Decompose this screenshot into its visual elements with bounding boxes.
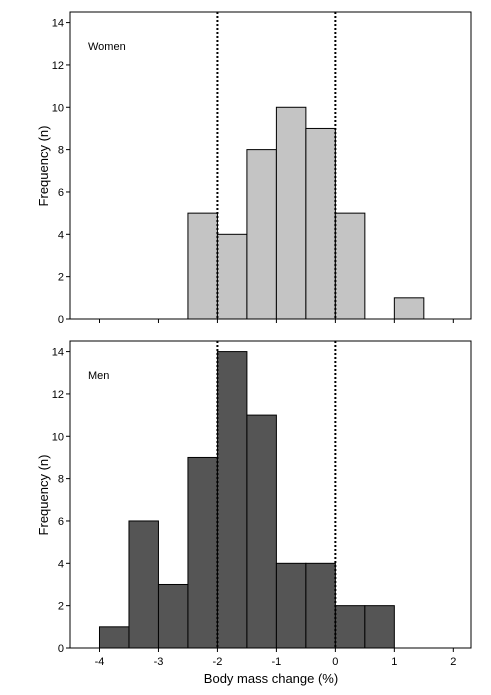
women-bar-0 bbox=[187, 212, 218, 320]
x-tick-label--2: -2 bbox=[213, 656, 223, 668]
x-tick-label--4: -4 bbox=[95, 656, 105, 668]
men-reference-lines bbox=[216, 341, 337, 648]
x-tick-label--3: -3 bbox=[154, 656, 164, 668]
women-panel-label: Women bbox=[88, 41, 126, 53]
women-bar-2 bbox=[246, 149, 277, 320]
men-y-tick-label-6: 6 bbox=[58, 516, 64, 528]
men-bars bbox=[98, 351, 395, 649]
x-tick-label-1: 1 bbox=[391, 656, 397, 668]
men-y-axis-label: Frequency (n) bbox=[36, 455, 51, 536]
women-y-tick-label-14: 14 bbox=[52, 18, 64, 30]
women-bar-4 bbox=[305, 127, 336, 320]
women-y-tick-label-8: 8 bbox=[58, 145, 64, 157]
men-bar-7 bbox=[305, 562, 336, 649]
women-bars bbox=[187, 106, 425, 320]
men-bar-0 bbox=[98, 626, 130, 649]
men-y-tick-label-12: 12 bbox=[52, 389, 64, 401]
women-y-tick-label-0: 0 bbox=[58, 314, 64, 326]
men-y-tick-label-4: 4 bbox=[58, 558, 64, 570]
men-y-axis-ticks: 0 2 4 6 8 10 12 14 bbox=[52, 347, 70, 655]
men-bar-2 bbox=[157, 583, 189, 649]
men-y-tick-label-10: 10 bbox=[52, 431, 64, 443]
men-bar-4 bbox=[216, 351, 248, 649]
men-bar-6 bbox=[275, 562, 307, 649]
women-bar-1 bbox=[216, 233, 248, 320]
x-tick-label-2: 2 bbox=[450, 656, 456, 668]
x-axis-label: Body mass change (%) bbox=[204, 671, 338, 686]
men-panel-label: Men bbox=[88, 370, 109, 382]
men-bar-9 bbox=[364, 605, 395, 649]
men-bar-8 bbox=[334, 605, 366, 649]
women-y-axis-ticks: 0 2 4 6 8 10 12 14 bbox=[52, 18, 70, 326]
men-bar-5 bbox=[246, 414, 277, 649]
men-y-tick-label-2: 2 bbox=[58, 601, 64, 613]
men-bar-3 bbox=[187, 456, 218, 649]
women-bar-6 bbox=[393, 297, 425, 320]
women-bar-3 bbox=[275, 106, 307, 320]
women-y-tick-label-12: 12 bbox=[52, 60, 64, 72]
women-y-tick-label-10: 10 bbox=[52, 102, 64, 114]
men-y-tick-label-8: 8 bbox=[58, 474, 64, 486]
x-tick-label-0: 0 bbox=[332, 656, 338, 668]
men-x-axis-ticks: -4 -3 -2 -1 0 1 2 bbox=[95, 648, 456, 668]
men-bar-1 bbox=[128, 520, 159, 649]
women-reference-lines bbox=[216, 12, 337, 319]
women-y-tick-label-4: 4 bbox=[58, 229, 64, 241]
women-x-axis-ticks bbox=[98, 319, 454, 323]
women-y-axis-label: Frequency (n) bbox=[36, 126, 51, 207]
men-y-tick-label-0: 0 bbox=[58, 643, 64, 655]
women-histogram-panel: 0 2 4 6 8 10 12 14 Women Frequency (n) bbox=[36, 11, 472, 326]
men-y-tick-label-14: 14 bbox=[52, 347, 64, 359]
x-tick-label--1: -1 bbox=[272, 656, 282, 668]
women-y-tick-label-2: 2 bbox=[58, 272, 64, 284]
women-bar-5 bbox=[334, 212, 366, 320]
women-y-tick-label-6: 6 bbox=[58, 187, 64, 199]
